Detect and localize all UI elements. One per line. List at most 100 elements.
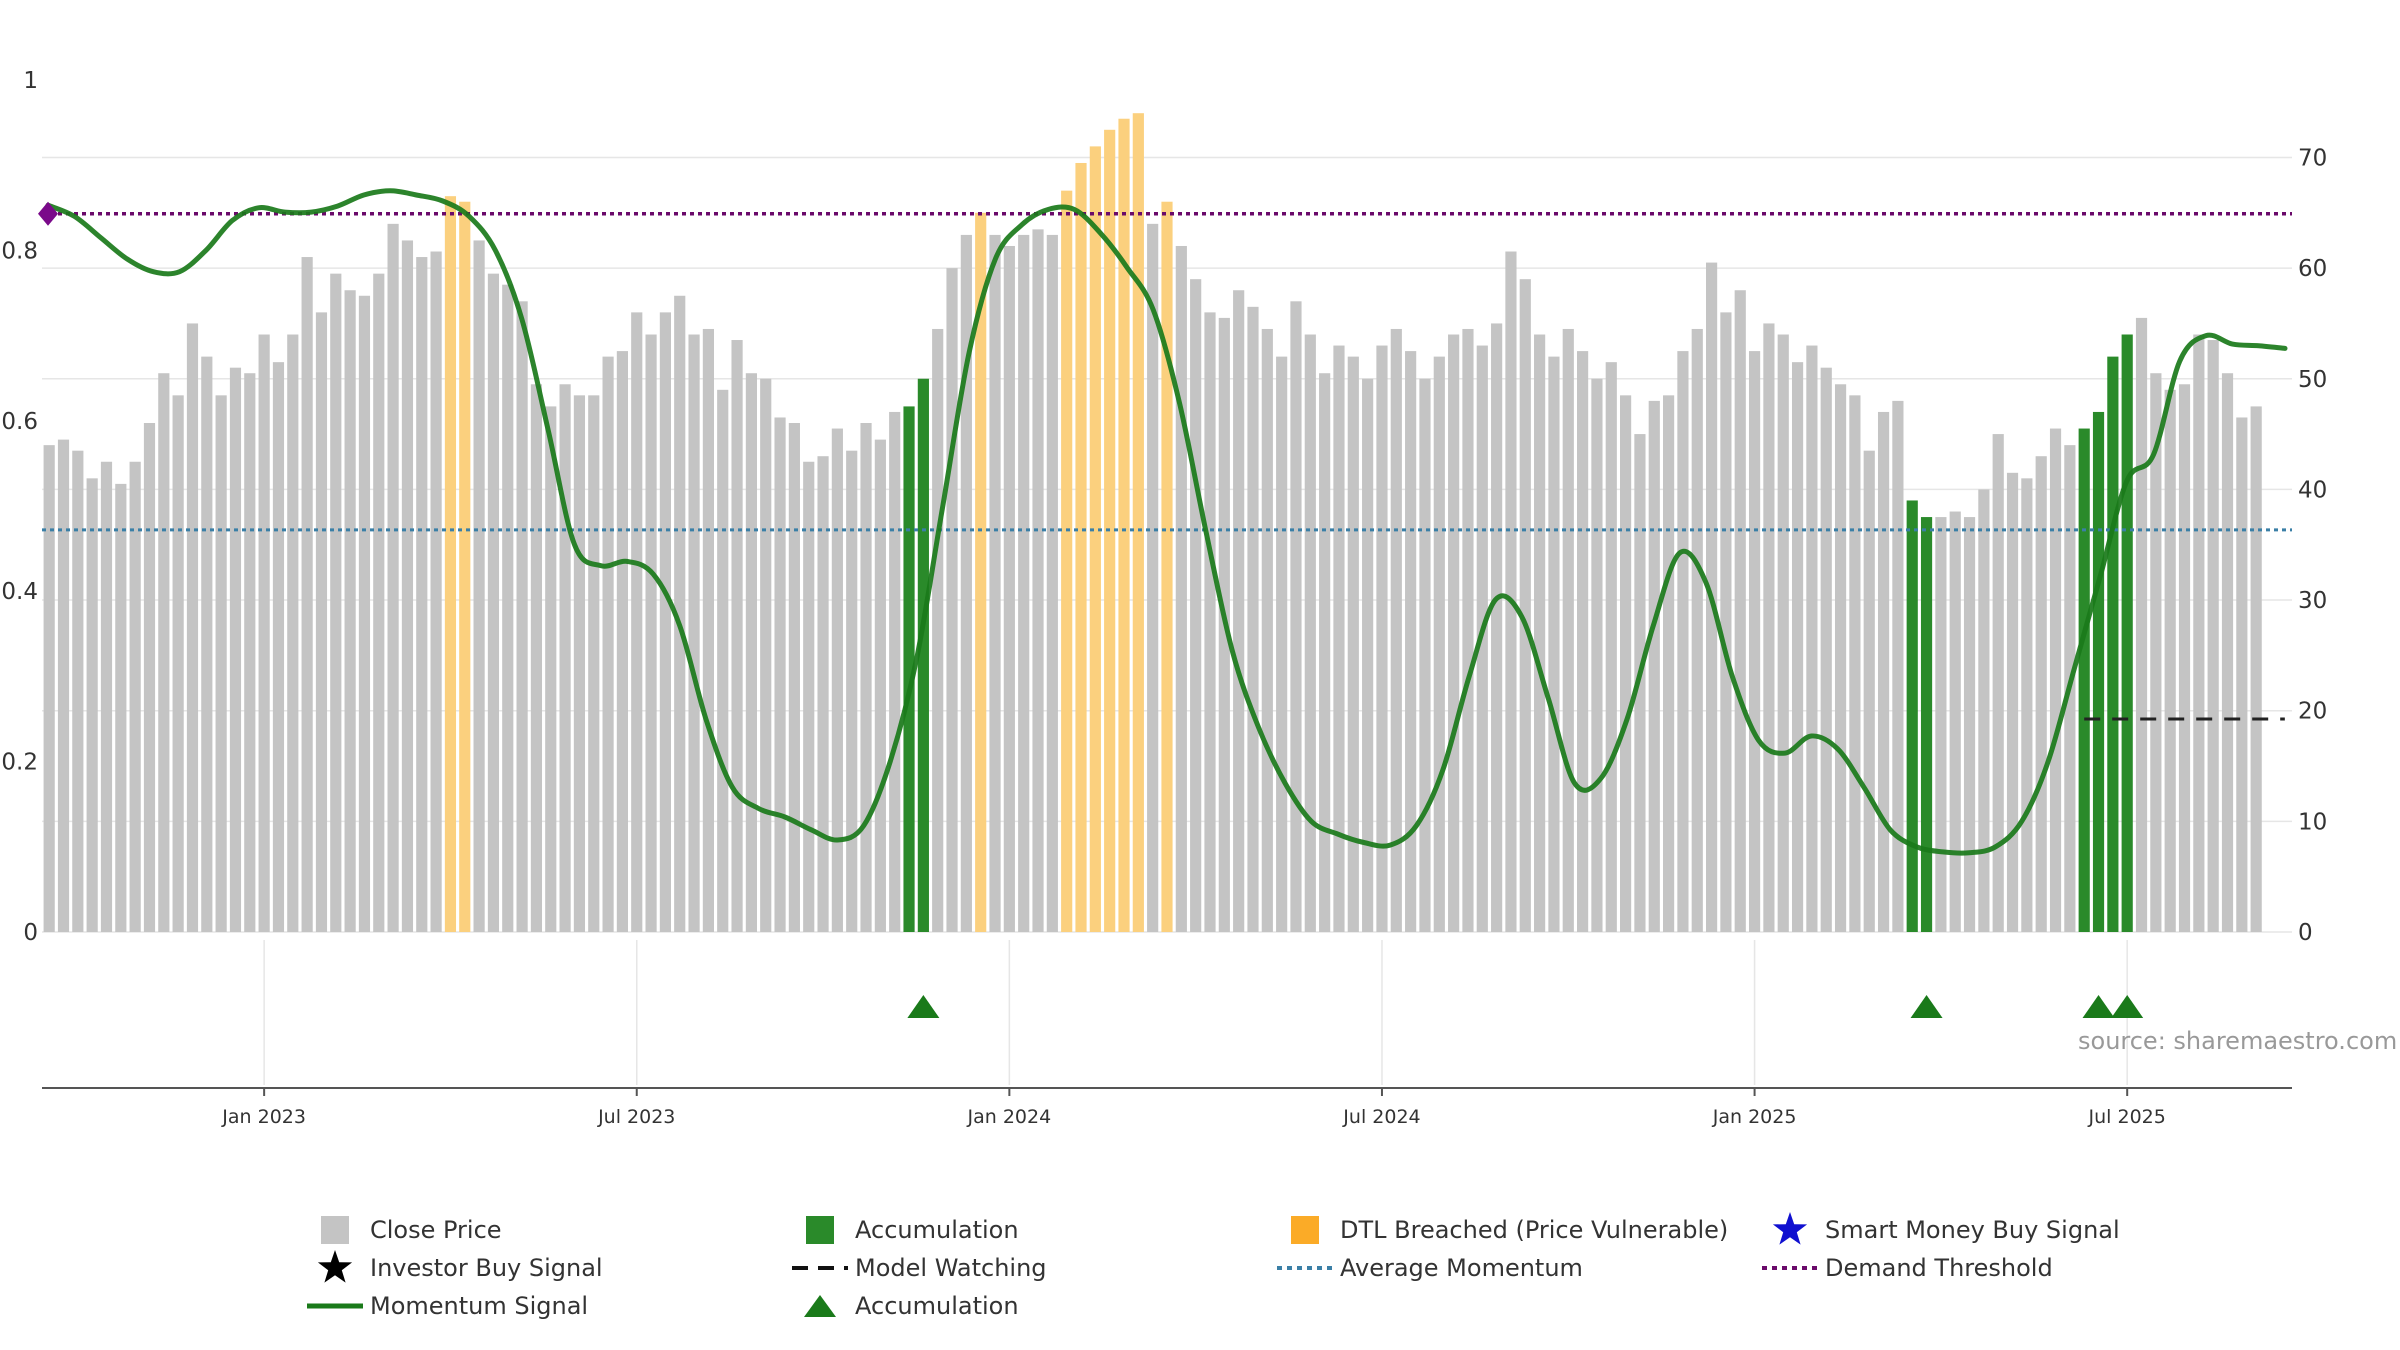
- left-axis-label: 1: [23, 68, 38, 94]
- close-price-bar: [803, 461, 815, 932]
- close-price-bar: [1003, 245, 1015, 933]
- legend-accumulation-bar-label: Accumulation: [855, 1216, 1019, 1244]
- reference-lines: [42, 212, 2292, 721]
- close-price-bar: [659, 312, 671, 932]
- dtl-breached-bar: [444, 196, 457, 932]
- close-price-bar: [1562, 328, 1574, 932]
- close-price-bar: [1648, 400, 1660, 932]
- close-price-bar: [946, 268, 958, 932]
- right-axis-label: 70: [2298, 145, 2327, 171]
- legend-dtl-swatch: [1270, 1212, 1340, 1248]
- close-price-bar: [1046, 234, 1058, 933]
- close-price-bar: [373, 273, 385, 932]
- right-axis-label: 50: [2298, 367, 2327, 393]
- close-price-bar: [186, 323, 199, 932]
- close-price-bar: [1405, 351, 1417, 932]
- close-price-bar: [817, 456, 829, 932]
- legend-investor-buy: Investor Buy Signal: [300, 1250, 603, 1286]
- close-price-bar: [1276, 356, 1288, 932]
- close-price-bar: [1204, 312, 1216, 932]
- legend-close-price-swatch: [300, 1212, 370, 1248]
- close-price-bar: [889, 411, 901, 932]
- close-price-bar: [1534, 334, 1546, 932]
- close-price-bar: [1963, 517, 1976, 932]
- accumulation-marker: [1910, 995, 1943, 1018]
- legend-close-price-label: Close Price: [370, 1216, 502, 1244]
- close-price-bar: [1734, 290, 1746, 932]
- close-price-bar: [559, 384, 571, 932]
- close-price-bar: [1663, 395, 1675, 932]
- accumulation-bar: [1906, 500, 1918, 932]
- accumulation-bar: [903, 406, 915, 932]
- legend-demand-threshold-label: Demand Threshold: [1825, 1254, 2053, 1282]
- legend-model-watching-label: Model Watching: [855, 1254, 1047, 1282]
- close-price-bar: [72, 450, 84, 932]
- close-price-bar: [430, 251, 442, 933]
- close-price-bar: [1190, 279, 1202, 932]
- legend-average-swatch: [1270, 1250, 1340, 1286]
- accumulation-bar: [1920, 517, 1933, 932]
- close-price-bar: [487, 273, 500, 932]
- close-price-bar: [1935, 517, 1947, 932]
- left-axis-label: 0.2: [1, 750, 38, 776]
- dtl-breached-bar: [1061, 190, 1073, 932]
- close-price-bar: [530, 384, 543, 932]
- close-price-bar: [1247, 306, 1259, 932]
- accumulation-marker: [2111, 995, 2144, 1018]
- close-price-bar: [932, 328, 944, 932]
- close-price-bar: [502, 284, 514, 932]
- star-icon: [300, 1250, 370, 1286]
- close-price-bar: [1863, 450, 1875, 932]
- close-price-bar: [287, 334, 299, 932]
- axis-layer: Jan 2023 Jul 2023 Jan 2024 Jul 2024 Jan 2025…: [1, 68, 2327, 1128]
- close-price-bar: [1820, 367, 1832, 932]
- close-price-bar: [1834, 384, 1847, 932]
- close-price-bar: [573, 395, 586, 932]
- x-tick-label: Jul 2024: [1342, 1106, 1420, 1128]
- demand-threshold-marker: [38, 201, 58, 226]
- close-price-bar: [1347, 356, 1359, 932]
- accumulation-bar: [2078, 428, 2090, 932]
- legend-investor-buy-label: Investor Buy Signal: [370, 1254, 603, 1282]
- legend-accumulation-marker-label: Accumulation: [855, 1292, 1019, 1320]
- close-price-bar: [745, 373, 757, 932]
- close-price-bar: [1175, 245, 1187, 933]
- triangle-icon: [785, 1288, 855, 1324]
- right-axis-label: 10: [2298, 809, 2327, 835]
- close-price-bar: [1849, 395, 1861, 932]
- close-price-bar: [2178, 384, 2191, 932]
- left-axis-label: 0.6: [1, 409, 38, 435]
- close-price-bar: [158, 373, 170, 932]
- close-price-bar: [315, 312, 328, 932]
- close-price-bar: [631, 312, 643, 932]
- close-price-bar: [1362, 378, 1374, 932]
- legend-accumulation-bar: Accumulation: [785, 1212, 1019, 1248]
- close-price-bar: [2250, 406, 2262, 932]
- close-price-bar: [545, 406, 557, 932]
- close-price-bar: [1032, 229, 1044, 933]
- close-price-bar: [1605, 362, 1617, 932]
- close-price-bar: [2221, 373, 2234, 932]
- close-price-bar: [344, 290, 356, 932]
- left-axis-label: 0.4: [1, 579, 38, 605]
- legend: Close Price Accumulation DTL Breached (P…: [300, 1212, 2200, 1332]
- close-price-bar: [57, 439, 70, 932]
- legend-smart-money: Smart Money Buy Signal: [1755, 1212, 2120, 1248]
- close-price-bar: [516, 301, 528, 932]
- close-price-bar: [43, 445, 55, 932]
- close-price-bar: [129, 461, 141, 932]
- close-price-bar: [588, 395, 600, 932]
- close-price-bar: [1591, 378, 1603, 932]
- dtl-breached-bar: [1089, 146, 1101, 932]
- close-price-bar: [1677, 351, 1689, 932]
- close-price-bar: [201, 356, 213, 932]
- close-price-bar: [358, 295, 371, 932]
- x-tick-label: Jan 2024: [967, 1106, 1052, 1128]
- close-price-bar: [846, 450, 858, 932]
- close-price-bar: [473, 240, 485, 933]
- close-price-bar: [2035, 456, 2047, 932]
- close-price-bar: [1018, 234, 1030, 933]
- x-tick-label: Jul 2023: [597, 1106, 675, 1128]
- close-price-bar: [100, 461, 113, 932]
- close-price-bar: [1949, 511, 1961, 932]
